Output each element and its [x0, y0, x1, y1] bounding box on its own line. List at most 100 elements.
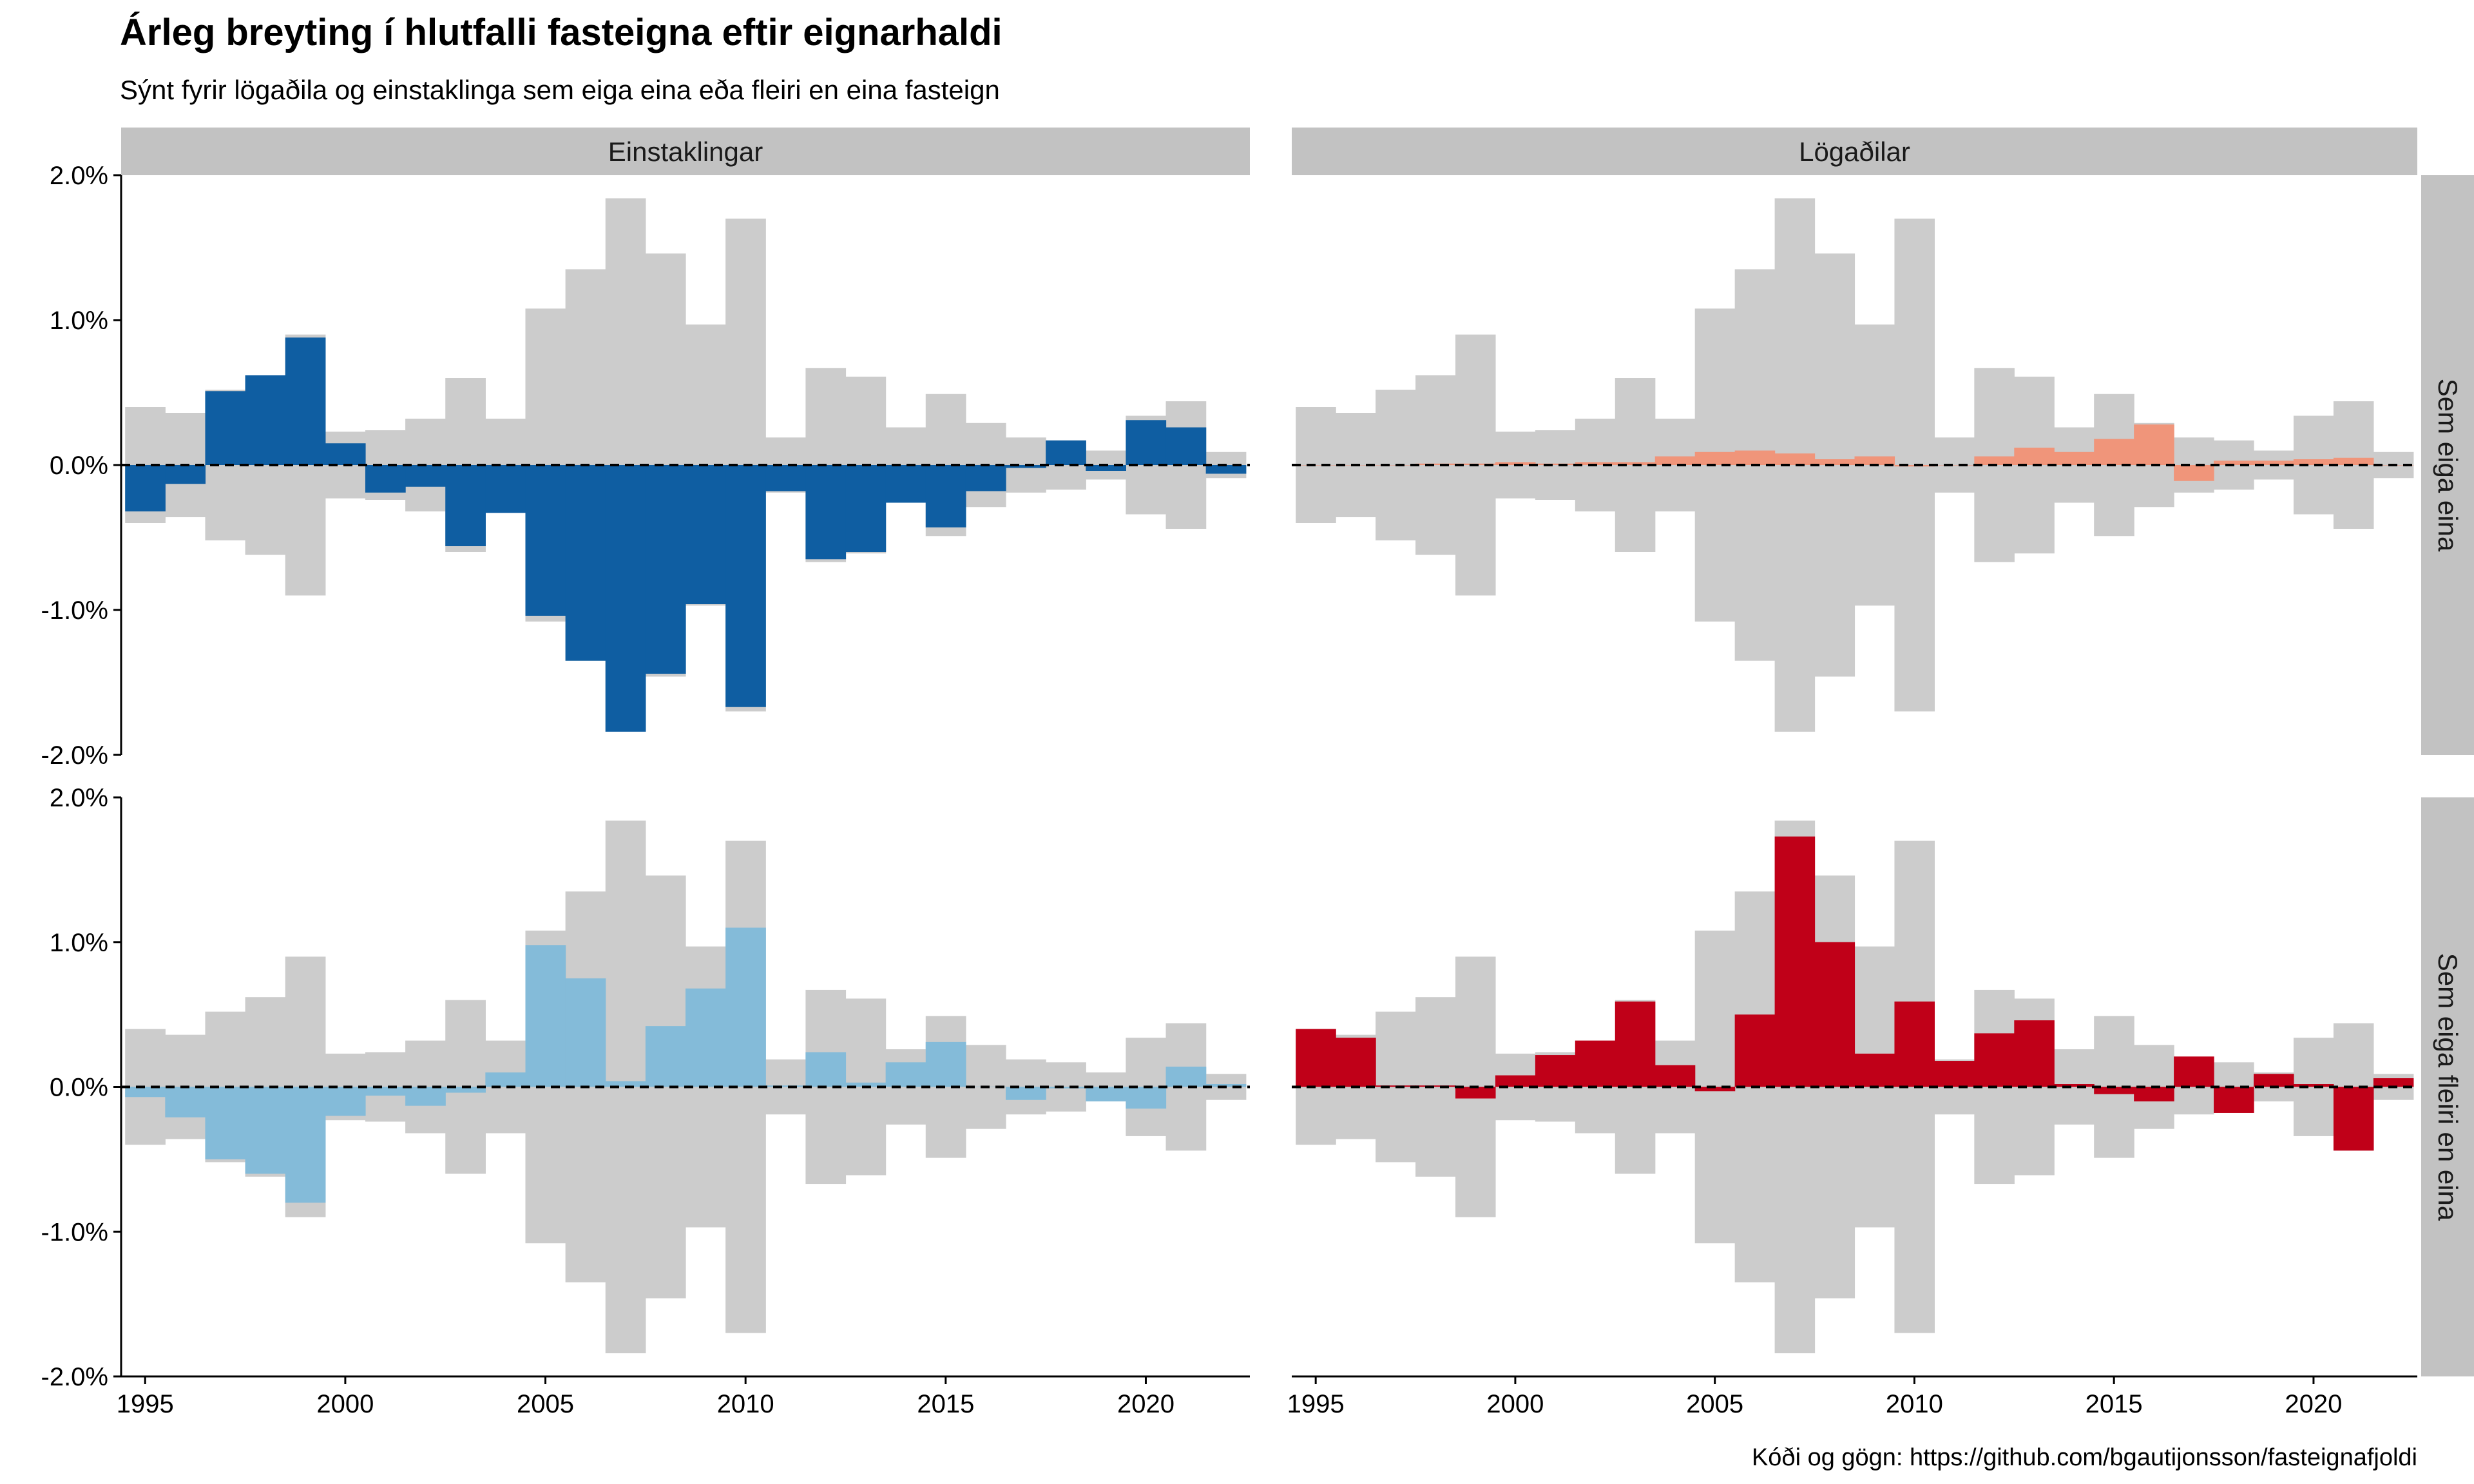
data-bar [846, 465, 887, 552]
data-bar [1575, 1041, 1616, 1087]
data-bar [245, 1087, 286, 1174]
data-bar [2054, 1084, 2095, 1087]
data-bar [1166, 1067, 1207, 1087]
y-tick-label: 1.0% [50, 929, 108, 957]
data-bar [245, 376, 286, 466]
panel [1292, 821, 2417, 1353]
data-bar [725, 465, 766, 707]
data-bar [2214, 1087, 2254, 1113]
data-bar [125, 465, 166, 511]
chart-subtitle: Sýnt fyrir lögaðila og einstaklinga sem … [120, 75, 1000, 105]
x-tick-label: 2005 [1686, 1390, 1743, 1418]
data-bar [2134, 1087, 2174, 1101]
data-bar [1735, 451, 1776, 466]
data-bar [1415, 464, 1456, 465]
data-bar [365, 1087, 406, 1096]
data-bar [1974, 1033, 2015, 1087]
data-bar [1974, 457, 2015, 466]
data-bar [325, 1087, 366, 1116]
data-bar [2334, 458, 2374, 465]
x-tick-label: 2015 [917, 1390, 974, 1418]
data-bar [2134, 424, 2174, 465]
chart-title: Árleg breyting í hlutfalli fasteigna eft… [120, 12, 1002, 53]
data-bar [566, 978, 606, 1087]
x-tick-label: 1995 [1287, 1390, 1345, 1418]
x-tick-label: 2000 [316, 1390, 374, 1418]
data-bar [1046, 441, 1086, 465]
data-bar [1894, 1002, 1935, 1087]
data-bar [926, 465, 966, 528]
data-bar [805, 465, 846, 559]
data-bar [1615, 1002, 1656, 1087]
data-bar [1535, 1055, 1576, 1087]
facet-strip-label: Lögaðilar [1799, 137, 1910, 167]
data-bar [765, 465, 806, 491]
data-bar [686, 989, 726, 1087]
data-bar [1046, 1087, 1086, 1089]
x-tick-label: 2000 [1486, 1390, 1544, 1418]
data-bar [1336, 1038, 1376, 1087]
data-bar [285, 338, 326, 465]
data-bar [765, 1085, 806, 1087]
data-bar [606, 465, 646, 732]
data-bar [1206, 465, 1247, 474]
data-bar [1934, 1061, 1975, 1087]
data-bar [1126, 420, 1166, 465]
data-bar [686, 465, 726, 604]
data-bar [2014, 1020, 2055, 1087]
data-bar [2014, 448, 2055, 465]
y-tick-label: -1.0% [41, 1218, 109, 1246]
panel [121, 198, 1250, 732]
data-bar [2334, 1087, 2374, 1151]
data-bar [2094, 439, 2134, 466]
facet-panels: Einstaklingar Lögaðilar Sem eiga eina Sem e… [121, 128, 2474, 1376]
x-tick-label: 2010 [717, 1390, 774, 1418]
data-bar [205, 1087, 245, 1159]
data-bar [2174, 465, 2214, 481]
data-bar [405, 465, 446, 487]
data-bar [1535, 464, 1576, 465]
data-bar [1695, 452, 1736, 465]
data-bar [205, 391, 245, 465]
data-bar [1086, 1087, 1126, 1101]
data-bar [886, 465, 926, 503]
data-bar [725, 928, 766, 1087]
row-strip-label: Sem eiga fleiri en eina [2433, 953, 2463, 1221]
panel [1292, 198, 2417, 732]
data-bar [2054, 452, 2095, 465]
data-bar [405, 1087, 446, 1106]
data-bar [646, 1026, 686, 1087]
x-tick-label: 2020 [1117, 1390, 1175, 1418]
data-bar [1815, 942, 1856, 1087]
data-bar [2254, 1074, 2294, 1087]
data-bar [1855, 1054, 1895, 1087]
data-bar [1655, 1065, 1696, 1087]
data-bar [1126, 1087, 1166, 1109]
data-bar [1296, 1029, 1336, 1087]
x-tick-label: 2015 [2086, 1390, 2143, 1418]
panel [121, 821, 1250, 1353]
data-bar [1855, 457, 1895, 466]
data-bar [325, 443, 366, 465]
y-tick-label: 0.0% [50, 1074, 108, 1102]
data-bar [646, 465, 686, 674]
data-bar [165, 1087, 206, 1118]
data-bar [805, 1052, 846, 1087]
data-bar [525, 465, 566, 616]
data-bar [125, 1087, 166, 1098]
data-bar [1775, 837, 1816, 1087]
data-bar [1735, 1014, 1776, 1087]
data-bar [2174, 1056, 2214, 1087]
data-bar [165, 465, 206, 484]
data-bar [1166, 428, 1207, 466]
x-tick-label: 2005 [517, 1390, 574, 1418]
y-tick-label: 2.0% [50, 784, 108, 812]
data-bar [525, 945, 566, 1087]
data-bar [1455, 1087, 1496, 1099]
x-tick-label: 2020 [2285, 1390, 2342, 1418]
y-tick-label: -2.0% [41, 1363, 109, 1391]
chart-caption: Kóði og gögn: https://github.com/bgautij… [1752, 1444, 2417, 1471]
y-tick-label: 2.0% [50, 162, 108, 190]
data-bar [566, 465, 606, 661]
